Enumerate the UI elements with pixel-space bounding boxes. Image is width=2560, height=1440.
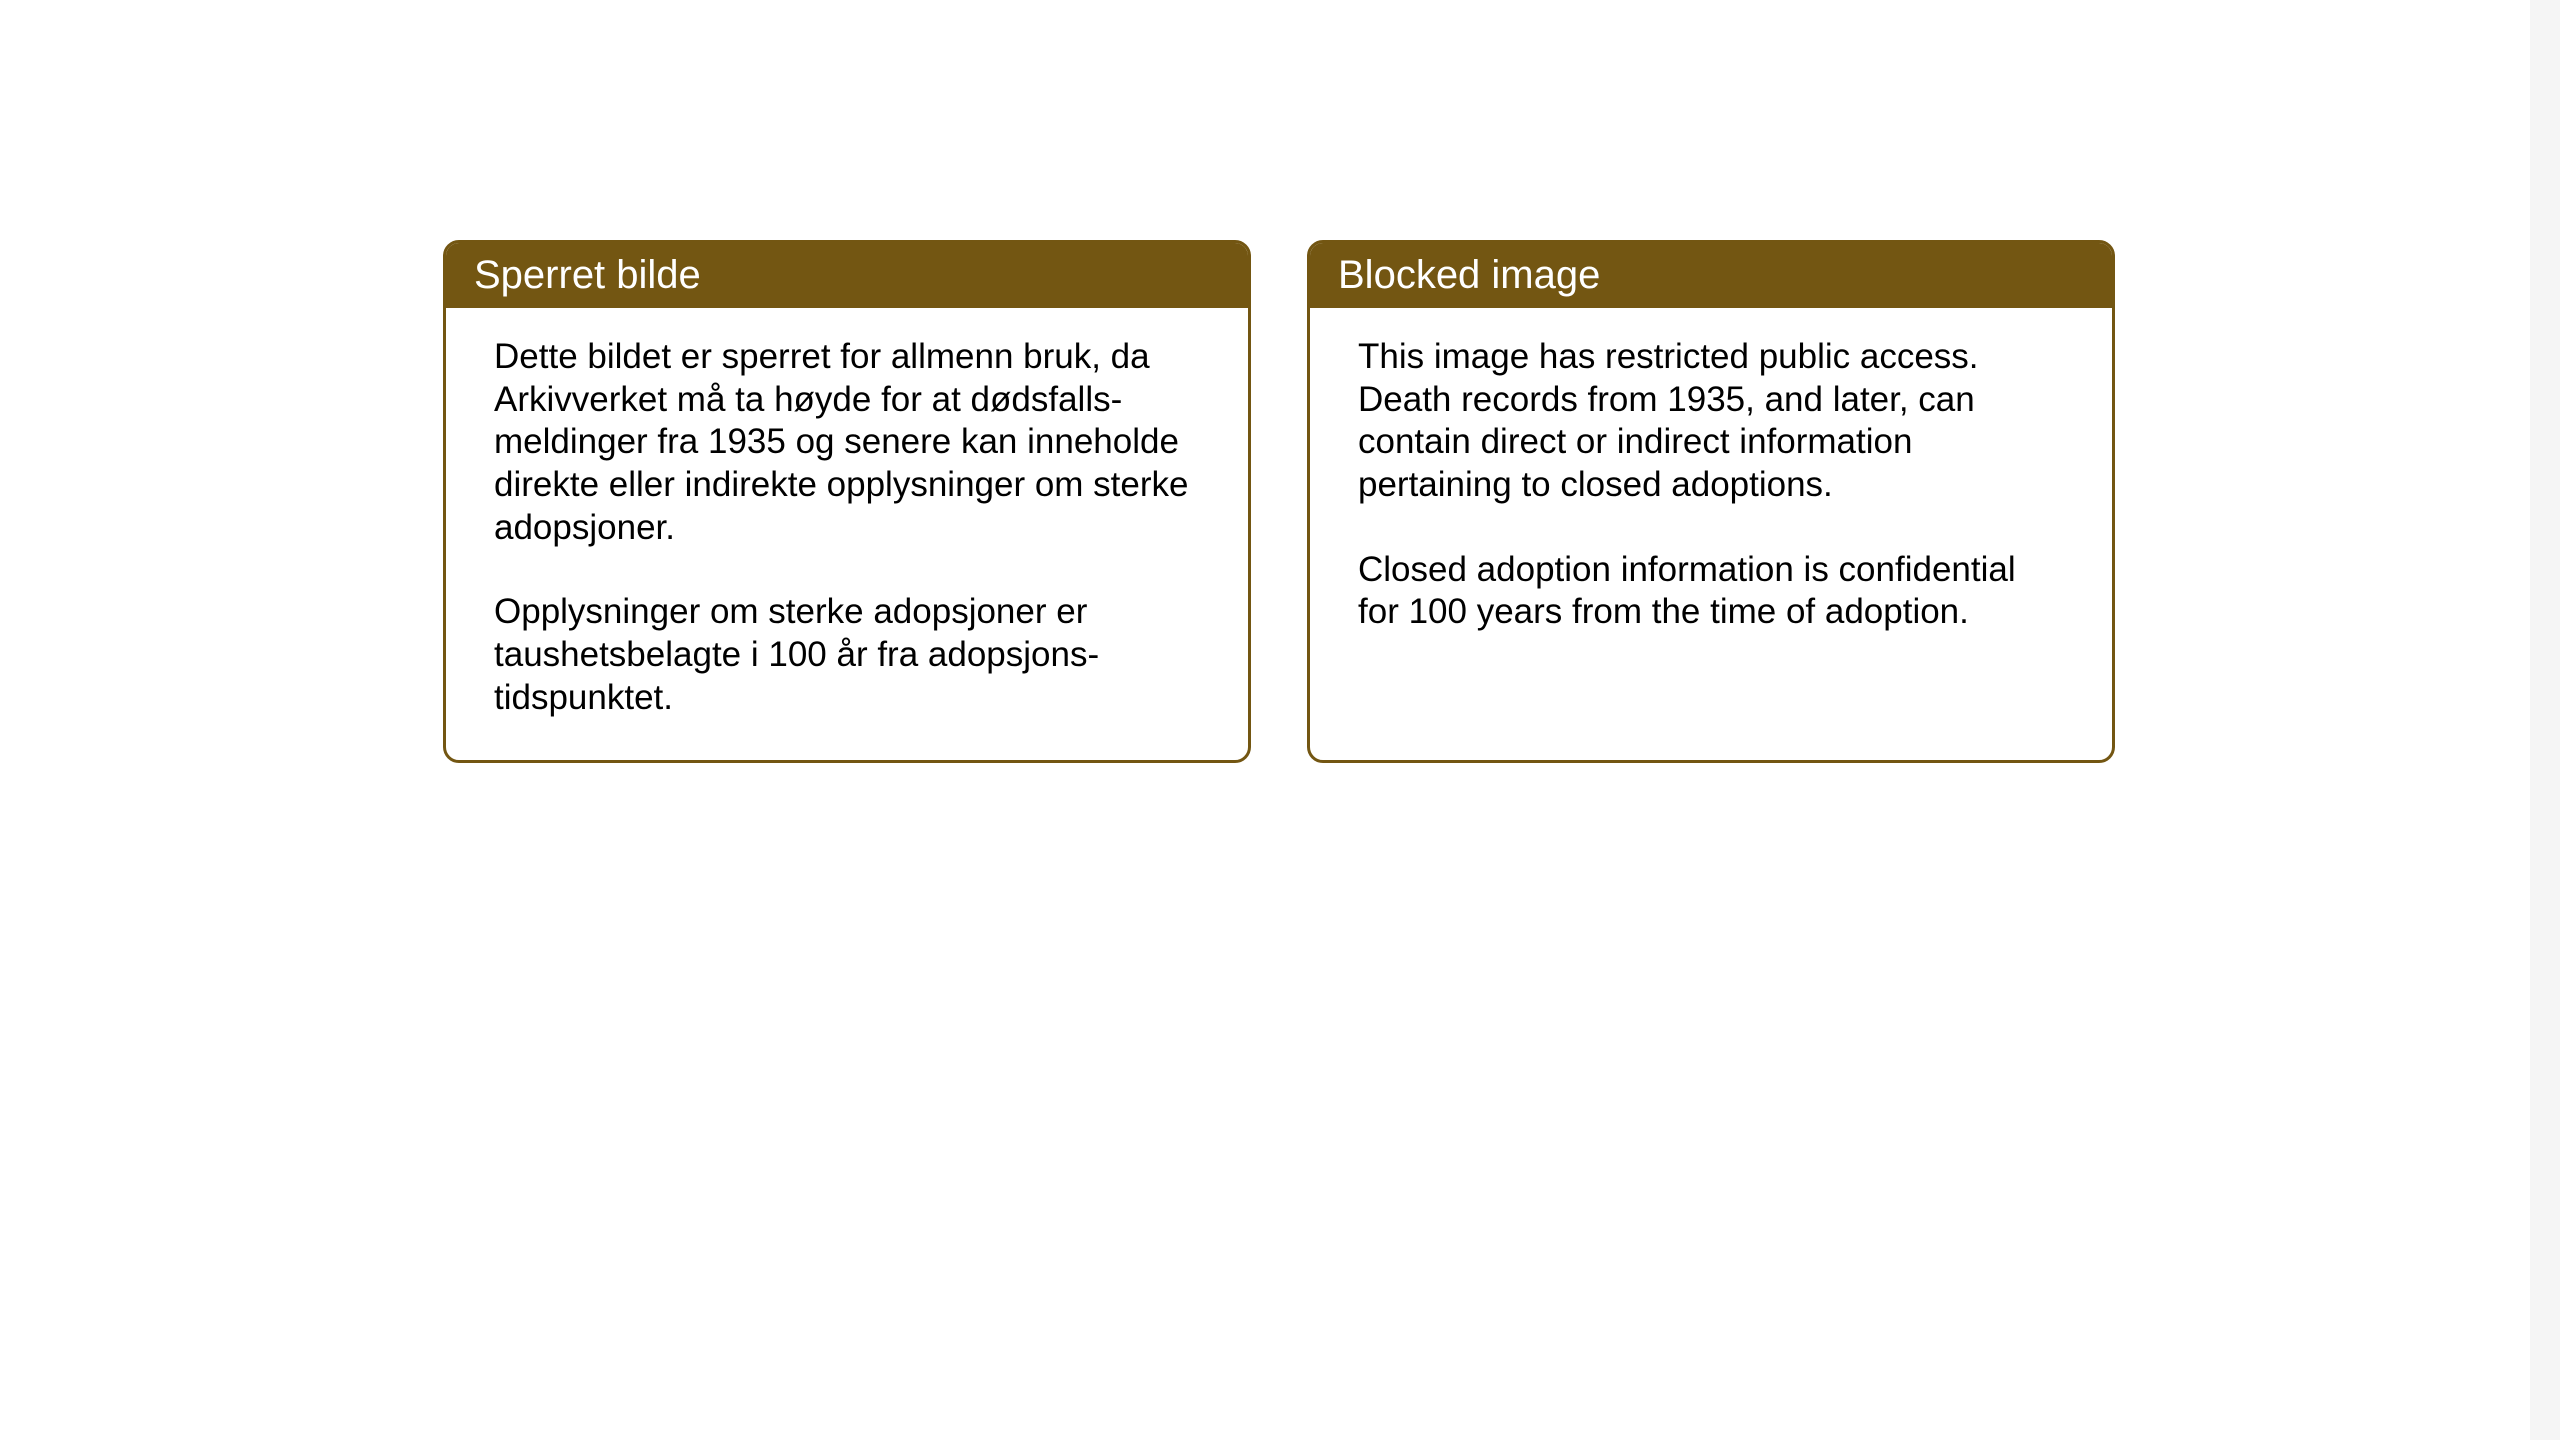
norwegian-card-title: Sperret bilde bbox=[474, 253, 701, 297]
english-card-body: This image has restricted public access.… bbox=[1310, 308, 2112, 674]
norwegian-card-body: Dette bildet er sperret for allmenn bruk… bbox=[446, 308, 1248, 760]
english-paragraph-2: Closed adoption information is confident… bbox=[1358, 549, 2064, 634]
english-notice-card: Blocked image This image has restricted … bbox=[1307, 240, 2115, 763]
norwegian-paragraph-2: Opplysninger om sterke adopsjoner er tau… bbox=[494, 591, 1200, 719]
english-card-title: Blocked image bbox=[1338, 253, 1600, 297]
norwegian-paragraph-1: Dette bildet er sperret for allmenn bruk… bbox=[494, 336, 1200, 549]
norwegian-notice-card: Sperret bilde Dette bildet er sperret fo… bbox=[443, 240, 1251, 763]
notice-container: Sperret bilde Dette bildet er sperret fo… bbox=[443, 240, 2115, 763]
scrollbar-track[interactable] bbox=[2530, 0, 2560, 1440]
english-card-header: Blocked image bbox=[1310, 243, 2112, 308]
norwegian-card-header: Sperret bilde bbox=[446, 243, 1248, 308]
english-paragraph-1: This image has restricted public access.… bbox=[1358, 336, 2064, 507]
